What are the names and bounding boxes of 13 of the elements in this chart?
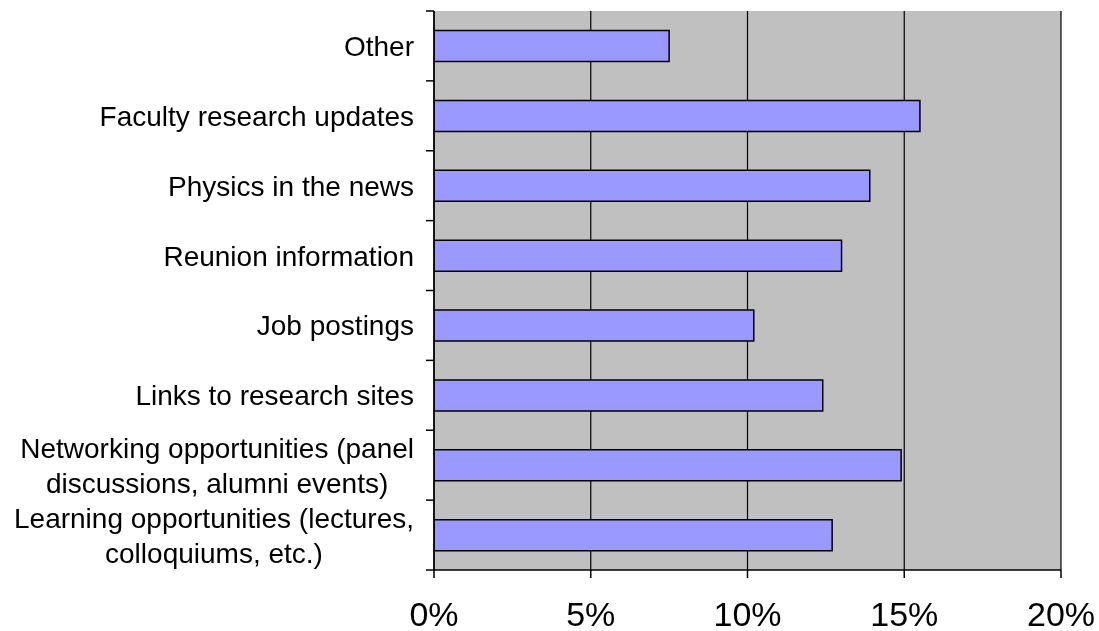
y-tick-label: Networking opportunities (panel discussions, alumni events) (20, 432, 414, 499)
x-tick-label: 20% (1026, 595, 1096, 631)
y-tick-label: Faculty research updates (99, 100, 414, 132)
y-tick-label: Job postings (256, 309, 414, 341)
x-tick-label: 5% (566, 595, 616, 631)
y-tick-label: Learning opportunities (lectures, colloquiums, etc.) (13, 502, 414, 569)
y-tick-label: Other (343, 30, 414, 62)
x-tick-label: 10% (713, 595, 782, 631)
y-tick-label: Links to research sites (135, 379, 414, 411)
y-tick-label: Physics in the news (168, 170, 414, 202)
x-tick-label: 0% (409, 595, 459, 631)
x-tick-label: 15% (870, 595, 939, 631)
y-tick-label: Reunion information (163, 240, 414, 272)
